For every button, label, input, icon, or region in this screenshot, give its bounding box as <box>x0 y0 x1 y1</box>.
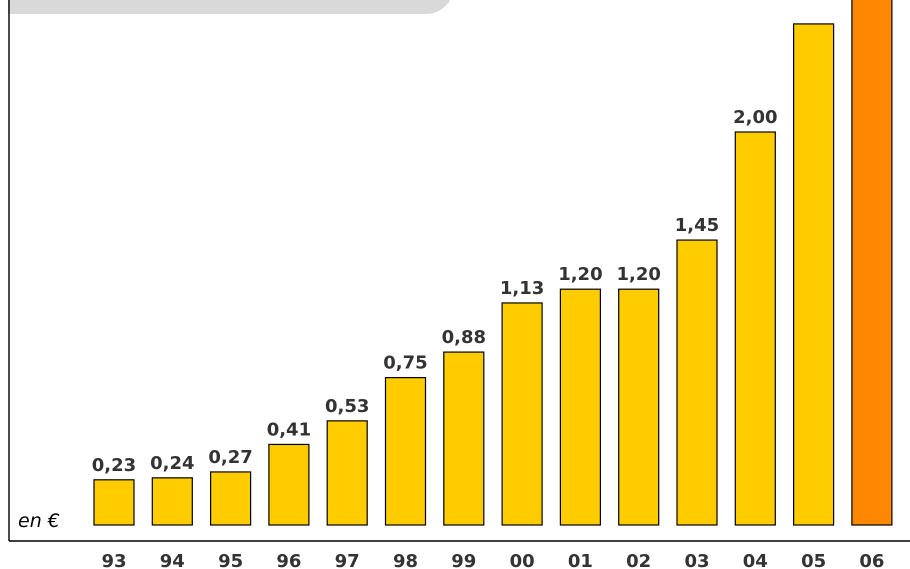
x-tick-label-02: 02 <box>626 551 651 569</box>
value-label-01: 1,20 <box>558 264 602 285</box>
value-label-94: 0,24 <box>150 453 194 474</box>
value-label-99: 0,88 <box>442 327 486 348</box>
value-label-93: 0,23 <box>92 455 136 476</box>
bar-00 <box>501 302 543 526</box>
bar-01 <box>559 288 602 526</box>
value-label-98: 0,75 <box>383 353 427 374</box>
x-tick-label-03: 03 <box>684 551 709 569</box>
value-label-97: 0,53 <box>325 396 369 417</box>
bar-04 <box>734 131 776 526</box>
x-tick-label-06: 06 <box>859 551 884 569</box>
x-tick-labels-group: 93 94 95 96 97 98 99 00 01 02 03 04 05 06 <box>101 551 884 569</box>
bars-group <box>93 0 893 526</box>
bar-93 <box>93 479 135 526</box>
x-tick-label-99: 99 <box>451 551 476 569</box>
bar-98 <box>384 377 427 526</box>
x-tick-label-05: 05 <box>801 551 826 569</box>
bar-02 <box>618 288 660 526</box>
x-tick-label-95: 95 <box>218 551 243 569</box>
value-label-04: 2,00 <box>733 107 777 128</box>
x-tick-label-97: 97 <box>335 551 360 569</box>
x-tick-label-96: 96 <box>276 551 301 569</box>
bar-03 <box>676 239 718 526</box>
x-tick-label-93: 93 <box>101 551 126 569</box>
x-tick-label-00: 00 <box>510 551 535 569</box>
value-label-00: 1,13 <box>500 278 544 299</box>
x-tick-label-04: 04 <box>743 551 768 569</box>
value-label-95: 0,27 <box>208 447 252 468</box>
bar-95 <box>210 471 252 526</box>
bar-97 <box>326 420 368 526</box>
bar-94 <box>151 477 193 526</box>
x-tick-label-98: 98 <box>393 551 418 569</box>
unit-label: en € <box>18 510 60 532</box>
value-label-03: 1,45 <box>675 215 719 236</box>
value-label-02: 1,20 <box>616 264 660 285</box>
bar-06 <box>851 0 893 526</box>
x-tick-label-01: 01 <box>568 551 593 569</box>
bar-05 <box>792 23 835 526</box>
bar-99 <box>443 351 485 526</box>
value-label-96: 0,41 <box>267 419 311 440</box>
header-panel <box>8 0 454 14</box>
x-tick-label-94: 94 <box>160 551 185 569</box>
bar-96 <box>268 443 310 526</box>
value-labels-group: 0,23 0,24 0,27 0,41 0,53 0,75 0,88 1,13 1,20 1,20… <box>92 107 778 476</box>
